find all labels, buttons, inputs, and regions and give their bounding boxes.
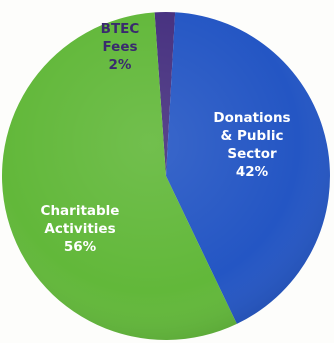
slice-label-line: BTEC: [101, 21, 140, 37]
slice-label-line: & Public: [221, 128, 284, 144]
slice-label-line: Fees: [102, 39, 137, 55]
slice-label-line: 56%: [64, 239, 97, 255]
slice-label-charitable-activities: Charitable Activities 56%: [41, 203, 120, 255]
slice-label-donations-public-sector: Donations & Public Sector 42%: [213, 110, 290, 180]
slice-label-btec-fees: BTEC Fees 2%: [101, 21, 140, 73]
slice-label-line: Charitable: [41, 203, 120, 219]
slice-label-line: 2%: [109, 57, 132, 73]
slice-label-line: Activities: [44, 221, 115, 237]
slice-label-line: Sector: [227, 146, 277, 162]
slice-label-line: 42%: [236, 164, 269, 180]
slice-label-line: Donations: [213, 110, 290, 126]
